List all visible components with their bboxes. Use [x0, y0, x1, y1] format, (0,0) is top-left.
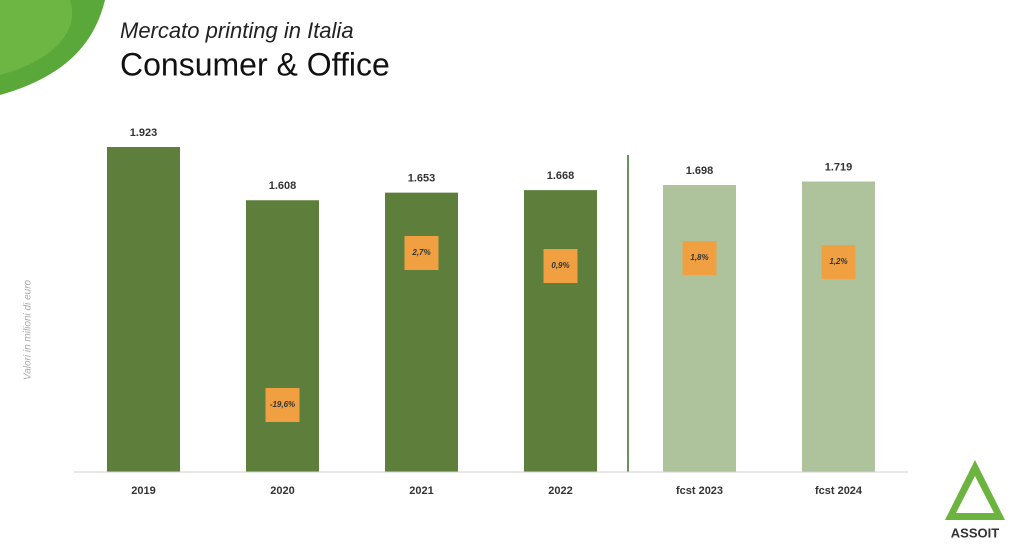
- growth-box: [821, 245, 856, 279]
- x-tick-label: 2019: [131, 485, 155, 497]
- growth-label: -19,6%: [270, 400, 295, 409]
- logo-text: ASSOIT: [951, 525, 999, 540]
- value-label: 1.923: [130, 127, 158, 139]
- bar: [385, 192, 458, 472]
- value-label: 1.653: [408, 173, 436, 185]
- x-tick-label: 2021: [409, 485, 433, 497]
- growth-box: [543, 249, 578, 283]
- chart-title: Mercato printing in Italia: [120, 18, 354, 43]
- logo: ASSOIT: [945, 460, 1005, 540]
- bar: [107, 147, 180, 472]
- bar: [663, 185, 736, 472]
- x-tick-label: fcst 2024: [815, 485, 863, 497]
- value-label: 1.668: [547, 170, 575, 182]
- bar: [246, 200, 319, 473]
- y-axis-label: Valori in milioni di euro: [23, 279, 34, 380]
- logo-mark-inner: [956, 476, 994, 513]
- growth-box: [404, 236, 439, 270]
- x-tick-label: 2022: [548, 485, 572, 497]
- bar: [524, 190, 597, 472]
- growth-box: [265, 388, 300, 422]
- value-label: 1.719: [825, 161, 853, 173]
- growth-label: 0,9%: [551, 261, 569, 270]
- growth-label: 2,7%: [411, 248, 430, 257]
- value-label: 1.698: [686, 165, 714, 177]
- bar: [802, 181, 875, 472]
- growth-label: 1,2%: [829, 257, 847, 266]
- chart-subtitle: Consumer & Office: [120, 46, 390, 82]
- x-tick-label: 2020: [270, 485, 294, 497]
- x-tick-label: fcst 2023: [676, 485, 723, 497]
- growth-label: 1,8%: [690, 253, 708, 262]
- corner-swoosh-light: [0, 0, 73, 75]
- growth-box: [682, 241, 717, 275]
- value-label: 1.608: [269, 180, 297, 192]
